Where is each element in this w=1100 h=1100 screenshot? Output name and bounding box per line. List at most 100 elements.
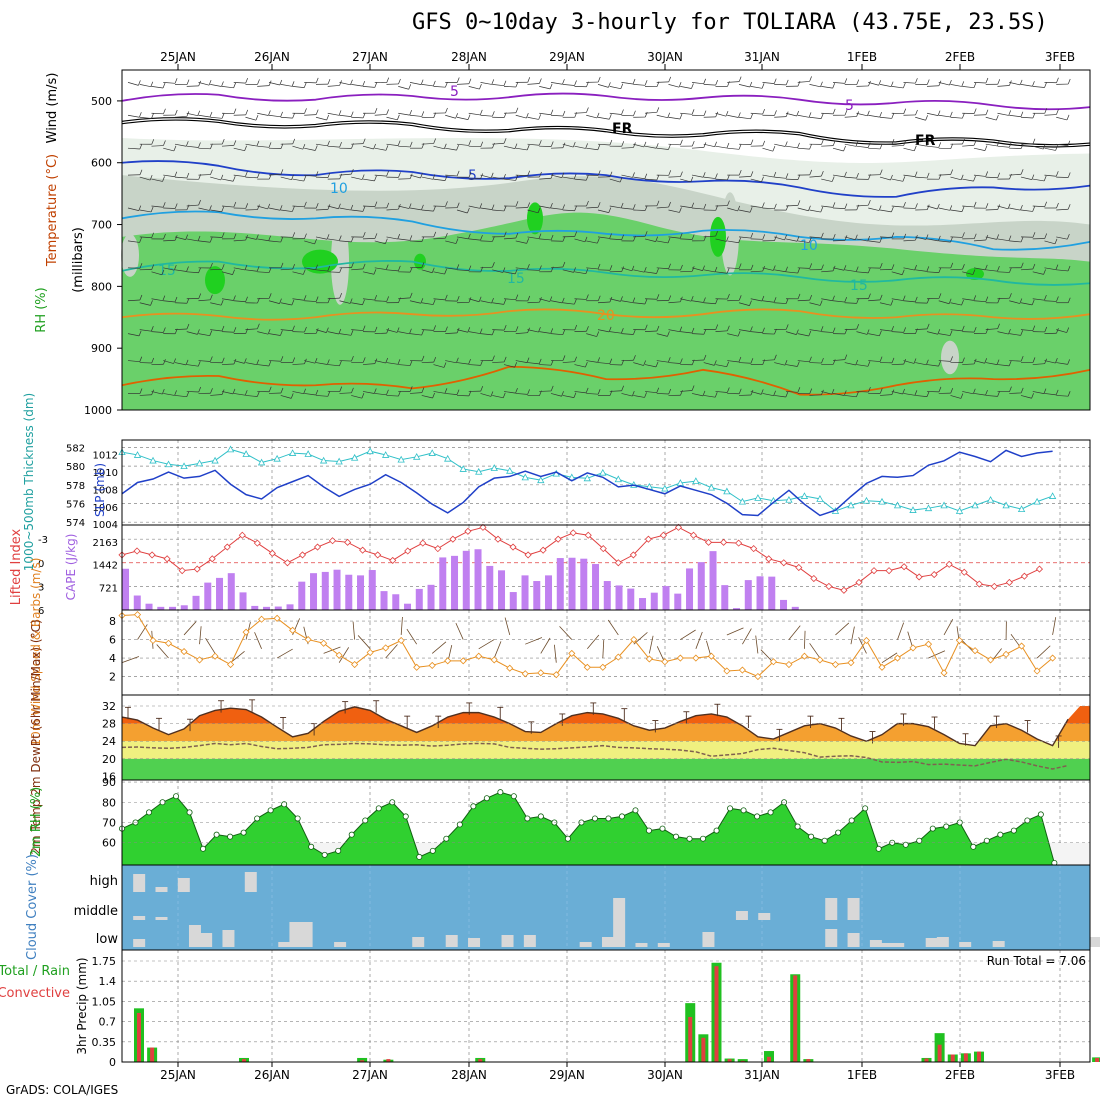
wind-barb — [210, 176, 221, 181]
wind-speed-point — [366, 648, 374, 657]
wind-barb — [559, 626, 573, 640]
wind-barb — [926, 331, 938, 335]
wind-barb-flag — [174, 296, 178, 303]
wind-barb-flag — [609, 139, 613, 146]
wind-barb-flag — [514, 268, 518, 275]
wind-barb-flag — [561, 297, 565, 304]
wind-barb — [156, 644, 169, 659]
wind-barb-flag — [1044, 358, 1047, 364]
isotherm-5 — [121, 160, 1091, 198]
cape-bar — [169, 606, 177, 610]
wind-barb-flag — [150, 206, 154, 213]
wind-barb-flag — [843, 145, 846, 152]
wind-barb-flag — [327, 359, 330, 365]
wind-barb-flag — [186, 298, 190, 304]
wind-barb-flag — [362, 299, 365, 305]
rh-area — [122, 792, 1055, 865]
wind-barb-flag — [456, 202, 460, 208]
wind-barb-flag — [797, 293, 801, 299]
wind-barb-flag — [304, 326, 307, 333]
wind-barb — [362, 238, 375, 240]
wind-barb — [351, 84, 363, 87]
wind-barb-flag — [245, 234, 248, 241]
wind-barb-flag — [609, 233, 612, 239]
wind-barb — [856, 112, 868, 117]
wind-barb-flag — [362, 325, 366, 331]
wind-barb-flag — [515, 201, 519, 207]
wind-barb-flag — [480, 360, 483, 366]
wind-barb-flag — [280, 387, 284, 394]
wind-barb — [174, 143, 187, 147]
wind-barb-flag — [785, 266, 788, 272]
wind-barb — [950, 84, 962, 87]
thickness-point — [490, 464, 498, 471]
wind-barb-flag — [608, 82, 611, 88]
wind-barb — [797, 267, 810, 269]
wind-barb — [351, 268, 364, 271]
wind-barb — [856, 331, 868, 335]
wind-barb — [1044, 147, 1056, 151]
cloud-block-low — [601, 937, 614, 947]
wind-barb — [351, 116, 364, 119]
wind-barb-flag — [244, 145, 247, 151]
date-label-top: 31JAN — [744, 50, 780, 64]
wind-barb-flag — [1056, 77, 1059, 83]
wind-barb-flag — [715, 298, 718, 304]
wind-barb-flag — [420, 172, 423, 179]
wind-barb-flag — [749, 300, 752, 306]
cape-bar — [133, 595, 141, 610]
thickness-point — [738, 497, 747, 505]
wind-barb — [409, 392, 422, 394]
wind-barb — [809, 302, 821, 306]
wind-barb — [633, 302, 646, 305]
wind-barb — [539, 298, 550, 302]
contour-label: 5 — [450, 84, 459, 100]
wind-speed-point — [831, 660, 840, 669]
wind-barb-flag — [515, 232, 519, 239]
wind-barb-flag — [408, 84, 412, 90]
wind-barb — [151, 205, 164, 208]
wind-barb-flag — [902, 176, 906, 182]
date-label-bottom: 27JAN — [352, 1068, 388, 1082]
wind-barb — [879, 116, 892, 119]
wind-barb — [656, 267, 669, 270]
cape-bar — [368, 570, 376, 610]
wind-barb-flag — [903, 108, 907, 114]
wind-speed-point — [955, 636, 964, 645]
wind-barb — [668, 301, 681, 304]
wind-barb — [362, 271, 375, 275]
wind-barb-flag — [950, 237, 953, 243]
wind-barb — [304, 82, 317, 84]
wind-barb-flag — [151, 389, 154, 395]
wind-barb-flag — [550, 173, 554, 179]
thickness-point — [878, 497, 886, 505]
slp-ytick-label: 1008 — [93, 485, 118, 496]
rh-point — [335, 847, 342, 854]
wind-barb — [785, 205, 798, 207]
wind-speed-point — [242, 628, 250, 636]
wind-barb — [962, 86, 974, 89]
wind-barb-flag — [267, 203, 271, 210]
wind-barb-flag — [962, 113, 965, 119]
wind-barb-flag — [221, 264, 225, 270]
rh-point — [1010, 827, 1017, 834]
wind-barb-flag — [432, 299, 436, 305]
wind-barb-flag — [362, 231, 366, 238]
wind-speed-point — [149, 636, 157, 645]
wind-speed-point — [227, 660, 235, 669]
wind-barb-flag — [257, 204, 260, 210]
wind-barb — [421, 329, 434, 331]
wind-speed-point — [1049, 654, 1057, 662]
wind-barb-flag — [867, 142, 871, 148]
profile-ytick-label: 500 — [91, 95, 112, 108]
cape-bar — [498, 570, 506, 610]
wind-barb-flag — [950, 169, 954, 175]
thickness-point — [195, 459, 204, 467]
wind-barb-flag — [985, 77, 989, 84]
wind-barb-flag — [1032, 206, 1035, 212]
cloud-block-low — [412, 937, 425, 947]
wind-speed-point — [878, 663, 886, 671]
wind-barb-flag — [832, 295, 835, 301]
wind-barb — [304, 147, 316, 151]
